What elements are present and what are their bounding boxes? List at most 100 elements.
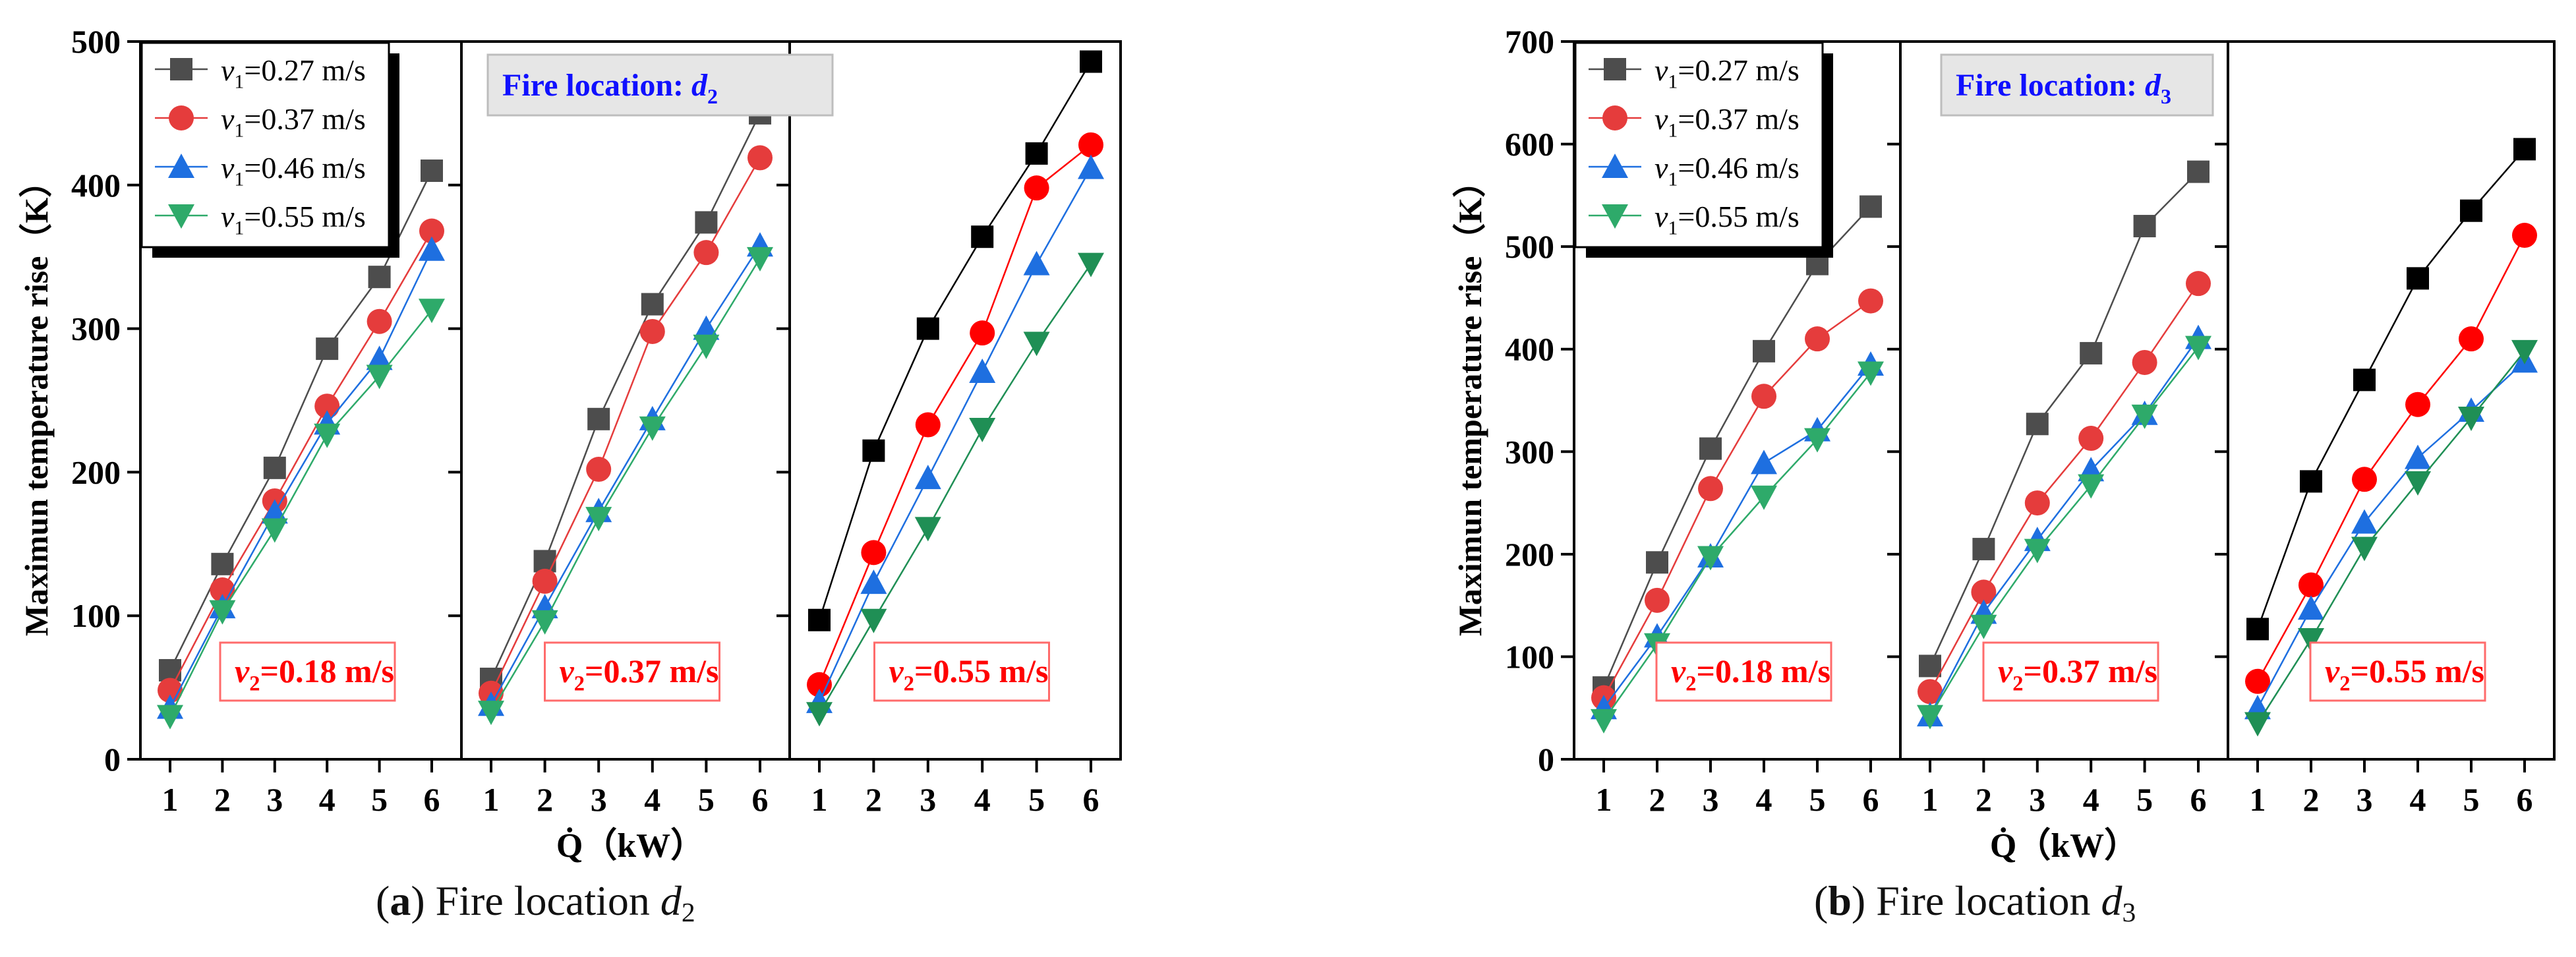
x-tick-label: 4 [319,781,336,818]
x-tick-label: 3 [591,781,607,818]
velocity-label: v2=0.37 m/s [1998,652,2157,696]
data-point [639,416,666,441]
data-point [1646,551,1668,574]
data-point [2298,595,2324,620]
x-tick-label: 6 [1863,781,1879,818]
data-point [2078,474,2105,499]
data-point [808,608,831,631]
x-tick-label: 1 [2250,781,2266,818]
x-tick-label: 1 [1596,781,1612,818]
x-tick-label: 3 [2029,781,2045,818]
y-tick-label: 0 [1538,741,1554,778]
data-point [2298,627,2324,652]
data-point [419,299,445,324]
x-tick-label: 5 [1028,781,1045,818]
data-point [860,608,887,633]
x-tick-label: 1 [162,781,179,818]
data-point [2133,215,2156,238]
series-line [169,249,433,709]
y-tick-label: 400 [1505,331,1554,368]
x-tick-label: 5 [2463,781,2480,818]
data-point [263,456,286,479]
series-line [1602,206,1871,688]
data-point [2459,326,2484,352]
data-point [2458,406,2484,431]
legend-label: v1=0.55 m/s [221,200,366,239]
data-point [2407,267,2429,290]
x-tick-label: 4 [2410,781,2426,818]
y-tick-label: 500 [71,23,121,60]
data-point [1971,579,1997,605]
panel-3: 1 2 3 4 5 6 v2=0.55 m/s [806,50,1104,818]
x-tick-label: 3 [920,781,936,818]
velocity-label-box [873,641,1050,702]
data-point [860,569,887,594]
velocity-label: v2=0.18 m/s [235,652,394,696]
data-point [2405,471,2431,496]
series-line [1929,171,2199,666]
data-point [1751,485,1777,510]
data-point [366,345,393,370]
data-point [1023,250,1050,276]
data-point [915,412,941,438]
data-point [1751,450,1777,475]
legend-label: v1=0.27 m/s [1654,53,1800,93]
data-point [2513,138,2536,161]
data-point [2246,618,2269,641]
x-tick-label: 1 [483,781,500,818]
x-tick-label: 4 [1756,781,1772,818]
data-point [2405,392,2430,417]
data-point [2512,223,2537,248]
x-tick-label: 3 [1703,781,1719,818]
data-point [1751,384,1776,409]
data-point [1919,654,1941,678]
data-point [2353,368,2376,392]
data-point [419,218,444,244]
data-point [1025,142,1048,165]
series-line [1929,337,2200,716]
data-point [693,240,719,266]
data-point [421,160,443,183]
panel-2: 1 2 3 4 5 6 v2=0.37 m/s [478,102,773,818]
data-point [478,701,504,726]
series-line [169,230,433,691]
x-tick-label: 5 [2136,781,2153,818]
data-point [2186,271,2211,297]
data-point [2026,413,2049,436]
series-line [490,113,761,680]
data-point [1753,339,1775,362]
series-line [2256,361,2525,709]
data-point [747,145,773,171]
x-axis-label: Q̇（kW） [556,826,705,865]
data-point [586,457,612,482]
data-point [1805,326,1830,352]
data-point [1859,195,1882,218]
data-point [2460,199,2482,222]
legend-label: v1=0.46 m/s [221,151,366,190]
data-point [368,266,391,289]
data-point [2245,668,2270,694]
fire-location-box [486,53,834,117]
data-point [2298,572,2324,598]
data-point [693,334,720,359]
data-point [1917,679,1943,705]
legend-label: v1=0.37 m/s [221,102,366,142]
y-tick-label: 700 [1505,23,1554,60]
data-point [1858,288,1883,314]
data-point [970,320,995,346]
series-line [2256,235,2526,682]
fire-location-label: Fire location: d3 [1956,68,2171,108]
series-line [2256,148,2525,629]
data-point [1078,132,1103,158]
x-tick-label: 6 [424,781,440,818]
chart-b: 0 100 200 300 400 500 600 700 Maximun temperatur… [1451,23,2556,865]
velocity-label-box [2309,641,2486,702]
y-tick-label: 500 [1505,228,1554,265]
plot-frame [139,40,1122,761]
velocity-label-box [1655,641,1832,702]
data-point [587,407,610,430]
data-point [1591,709,1617,734]
series-line [818,144,1092,685]
data-point [1697,546,1724,571]
